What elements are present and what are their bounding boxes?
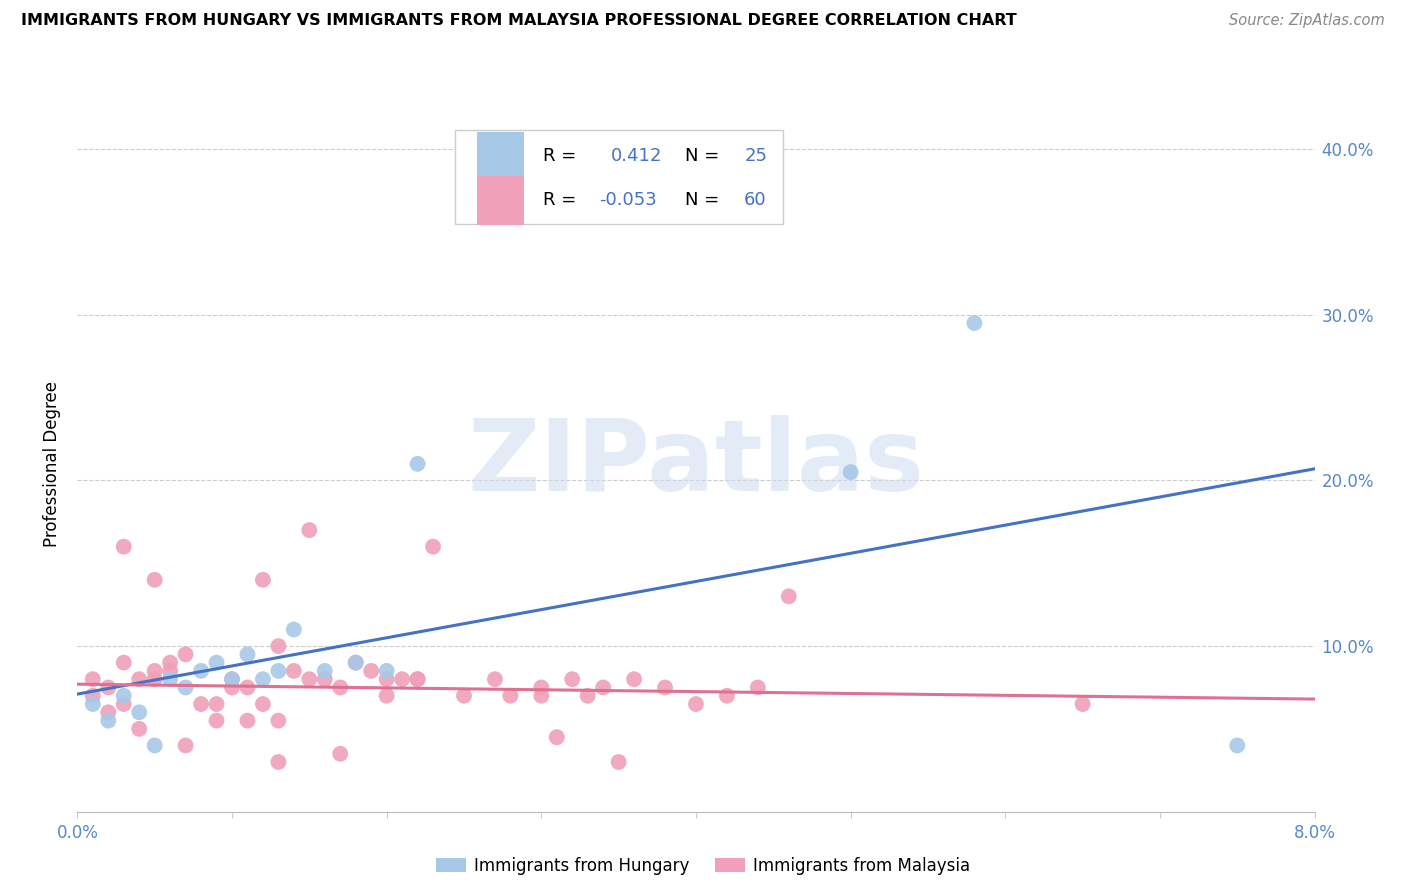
Point (329, 681, 352, 695)
Point (112, 656, 135, 670)
Point (654, 681, 676, 695)
Point (159, 664, 181, 678)
FancyBboxPatch shape (454, 130, 783, 224)
Point (298, 523, 321, 537)
Point (360, 664, 382, 678)
Point (716, 689, 738, 703)
Text: ZIPatlas: ZIPatlas (468, 416, 924, 512)
Point (252, 573, 274, 587)
Text: 0.412: 0.412 (610, 147, 662, 165)
Point (190, 697, 212, 711)
Point (406, 672, 429, 686)
Text: R =: R = (543, 147, 582, 165)
Point (97, 714, 120, 728)
Legend: Immigrants from Hungary, Immigrants from Malaysia: Immigrants from Hungary, Immigrants from… (436, 856, 970, 875)
Point (778, 590, 800, 604)
Point (484, 672, 506, 686)
Text: N =: N = (685, 147, 725, 165)
Point (97, 706, 120, 720)
Text: IMMIGRANTS FROM HUNGARY VS IMMIGRANTS FROM MALAYSIA PROFESSIONAL DEGREE CORRELAT: IMMIGRANTS FROM HUNGARY VS IMMIGRANTS FR… (21, 13, 1017, 29)
Point (128, 672, 150, 686)
Point (375, 689, 398, 703)
Point (530, 681, 553, 695)
Point (839, 465, 862, 479)
Point (112, 697, 135, 711)
FancyBboxPatch shape (477, 132, 524, 180)
Point (112, 689, 135, 703)
Point (252, 697, 274, 711)
Point (159, 656, 181, 670)
Point (205, 656, 228, 670)
Point (143, 664, 166, 678)
Y-axis label: Professional Degree: Professional Degree (44, 381, 62, 547)
Point (112, 540, 135, 554)
Point (561, 672, 583, 686)
Point (499, 689, 522, 703)
Point (314, 664, 336, 678)
Point (592, 681, 614, 695)
Point (174, 739, 197, 753)
Point (576, 689, 599, 703)
Point (283, 623, 305, 637)
Point (97, 681, 120, 695)
Point (314, 672, 336, 686)
Point (1226, 739, 1249, 753)
Point (546, 730, 568, 744)
Text: 60: 60 (744, 191, 766, 210)
Point (344, 656, 367, 670)
Point (283, 664, 305, 678)
Point (406, 672, 429, 686)
Point (236, 681, 259, 695)
Point (143, 739, 166, 753)
Text: -0.053: -0.053 (599, 191, 657, 210)
Text: N =: N = (685, 191, 725, 210)
Point (747, 681, 769, 695)
Point (143, 672, 166, 686)
Point (329, 747, 352, 761)
Point (685, 697, 707, 711)
Point (174, 681, 197, 695)
Point (422, 540, 444, 554)
Point (143, 573, 166, 587)
FancyBboxPatch shape (477, 176, 524, 225)
Point (221, 672, 243, 686)
Point (623, 672, 645, 686)
Point (375, 672, 398, 686)
Point (267, 714, 290, 728)
Point (205, 714, 228, 728)
Point (530, 689, 553, 703)
Point (205, 697, 228, 711)
Point (221, 681, 243, 695)
Point (190, 664, 212, 678)
Point (267, 755, 290, 769)
Point (607, 755, 630, 769)
Point (174, 648, 197, 662)
Point (252, 672, 274, 686)
Point (82, 697, 104, 711)
Point (298, 672, 321, 686)
Point (344, 656, 367, 670)
Point (128, 706, 150, 720)
Text: R =: R = (543, 191, 582, 210)
Point (267, 664, 290, 678)
Point (236, 714, 259, 728)
Point (221, 672, 243, 686)
Point (406, 457, 429, 471)
Point (82, 672, 104, 686)
Point (1071, 697, 1094, 711)
Point (963, 316, 986, 330)
Point (159, 672, 181, 686)
Point (128, 722, 150, 736)
Point (623, 150, 645, 164)
Text: 25: 25 (744, 147, 768, 165)
Point (453, 689, 475, 703)
Point (236, 648, 259, 662)
Text: Source: ZipAtlas.com: Source: ZipAtlas.com (1229, 13, 1385, 29)
Point (391, 672, 413, 686)
Point (82, 689, 104, 703)
Point (375, 664, 398, 678)
Point (267, 639, 290, 653)
